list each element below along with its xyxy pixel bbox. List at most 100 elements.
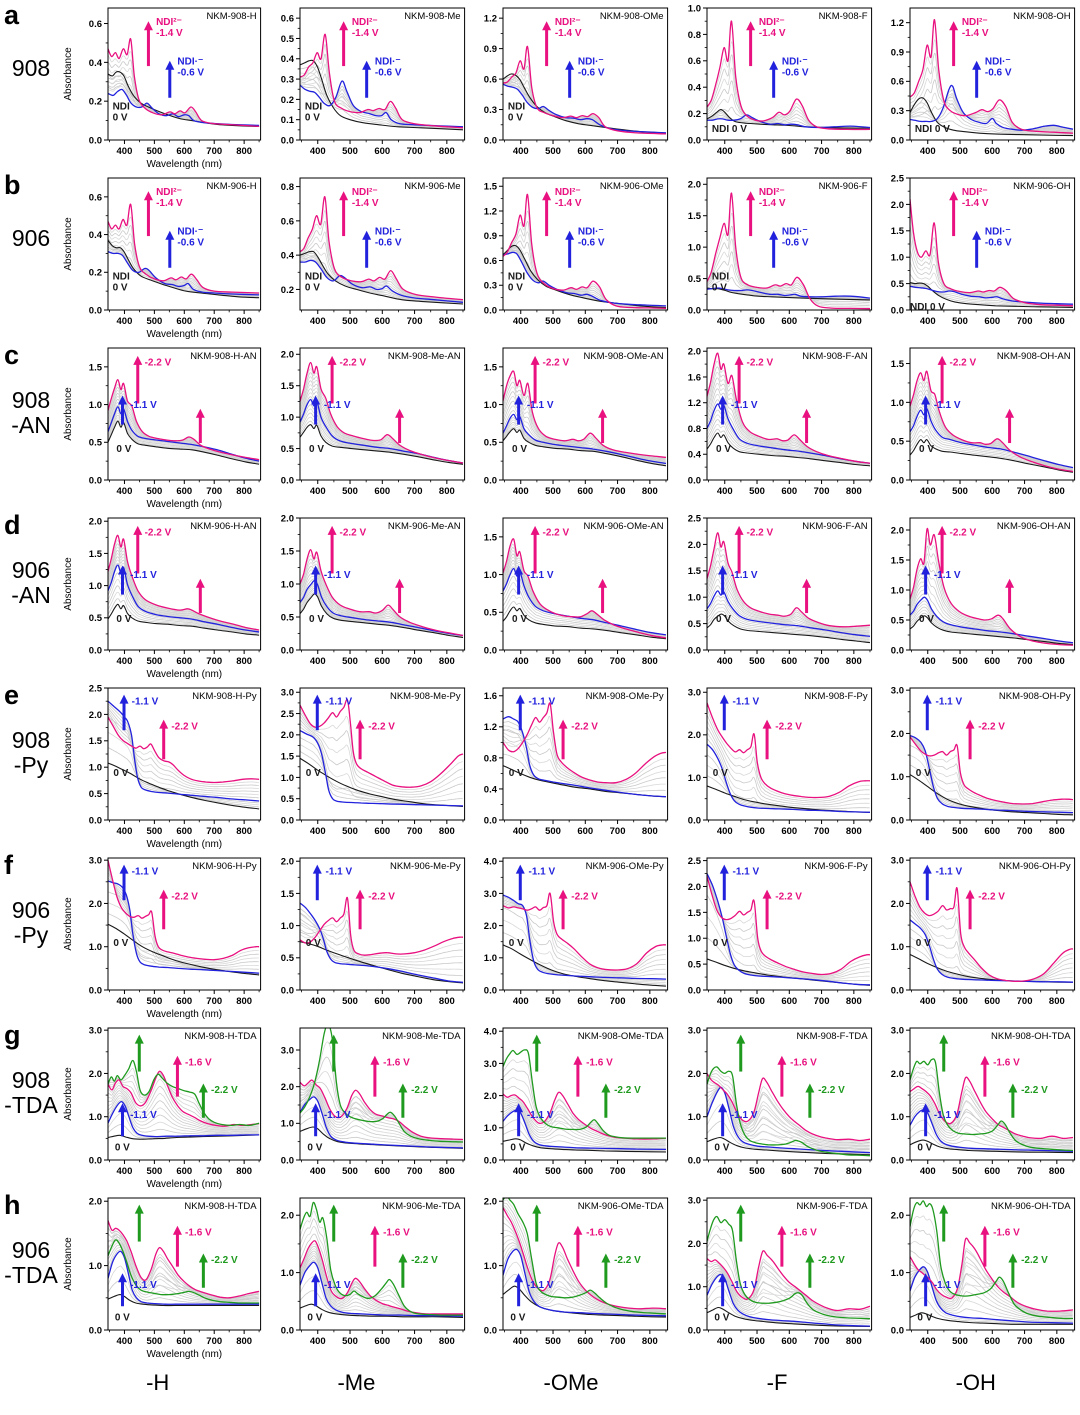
voltage-arrowhead-green: [602, 1253, 611, 1262]
y-tick-label: 3.0: [688, 688, 701, 699]
spectrum-curve-black: [503, 245, 666, 307]
annotation-label-blue: -1.1 V: [527, 400, 554, 411]
x-tick-label: 800: [236, 826, 252, 837]
x-tick-label: 500: [545, 996, 561, 1007]
annotation-label-black: NDI 0 V: [113, 271, 130, 293]
spectrum-curve-intermediate: [503, 589, 666, 637]
x-tick-label: 600: [176, 656, 192, 667]
y-tick-label: 2.0: [891, 1211, 904, 1222]
voltage-arrowhead-blue: [923, 695, 932, 704]
plot-title: NKM-908-F-AN: [802, 351, 867, 362]
annotation-label-black: 0 V: [714, 1143, 729, 1154]
row-label-block-g: g 908 -TDA: [0, 1020, 62, 1190]
y-tick-label: 2.0: [89, 1197, 102, 1208]
subplot-svg-NKM-908-H-Py: 400 500 600 700 8000.00.51.01.52.02.5NKM-908…: [62, 680, 266, 850]
subplot-NKM-906-Me-AN: 400 500 600 700 800 0.0 0.5 1.0 1.5 2.0 NKM-906-Me…: [266, 510, 470, 680]
annotation-label-blue: -1.1 V: [527, 1280, 554, 1291]
spectrum-curve-intermediate: [910, 406, 1073, 468]
subplot-svg-NKM-908-Me-TDA: 400 500 600 700 8000.01.02.03.0NKM-908-Me-TD…: [266, 1020, 470, 1190]
annotation-label-blue: -1.1 V: [731, 400, 758, 411]
y-tick-label: 4.0: [484, 857, 497, 868]
annotation-label-green: -2.2 V: [411, 1255, 438, 1266]
annotation-label-magenta: -2.2 V: [775, 721, 802, 732]
x-tick-label: 800: [1049, 1166, 1065, 1177]
voltage-arrowhead-magenta: [938, 526, 947, 535]
panel-letter-c: c: [4, 342, 19, 369]
subplot-NKM-906-F-TDA: 400 500 600 700 800 0.0 1.0 2.0 3.0 NKM-906-F-TDA…: [673, 1190, 877, 1360]
x-tick-label: 400: [117, 1336, 133, 1347]
y-tick-label: 2.0: [280, 513, 293, 524]
subplot-NKM-906-OMe-Py: 400 500 600 700 800 0.0 1.0 2.0 3.0 4.0 NKM-906-OM…: [469, 850, 673, 1020]
x-tick-label: 400: [920, 146, 936, 157]
plot-title: NKM-908-Me-TDA: [382, 1031, 461, 1042]
y-tick-label: 0.4: [280, 54, 294, 65]
row-label-block-c: c 908 -AN: [0, 340, 62, 510]
voltage-arrowhead-magenta: [574, 1056, 583, 1065]
x-tick-label: 500: [342, 486, 358, 497]
voltage-arrowhead-blue: [311, 1273, 320, 1282]
row-group-label: 906 -AN: [0, 558, 62, 608]
x-tick-label: 400: [513, 146, 529, 157]
voltage-arrowhead-magenta: [949, 21, 958, 30]
annotation-label-black: NDI 0 V: [712, 271, 729, 293]
voltage-arrowhead-magenta: [133, 356, 142, 365]
spectrum-curve-intermediate: [910, 538, 1073, 645]
x-tick-label: 800: [846, 486, 862, 497]
row-label-block-b: b 906: [0, 170, 62, 340]
spectrum-curve-intermediate: [503, 79, 666, 133]
annotation-label-black: NDI 0 V: [915, 124, 950, 135]
voltage-arrowhead-magenta: [339, 191, 348, 200]
y-tick-label: 2.0: [891, 525, 904, 536]
voltage-arrowhead-magenta: [144, 191, 153, 200]
annotation-label-magenta: -1.6 V: [185, 1227, 212, 1238]
annotation-label-green: -2.2 V: [411, 1085, 438, 1096]
x-tick-label: 600: [781, 316, 797, 327]
x-tick-label: 600: [985, 146, 1001, 157]
y-tick-label: 1.0: [891, 1268, 904, 1279]
x-tick-label: 700: [813, 146, 829, 157]
x-tick-label: 400: [920, 826, 936, 837]
x-tick-label: 800: [439, 826, 455, 837]
row-label-block-d: d 906 -AN: [0, 510, 62, 680]
x-tick-label: 800: [236, 1166, 252, 1177]
spectrum-curve-intermediate: [910, 274, 1073, 305]
x-tick-label: 600: [578, 1336, 594, 1347]
x-tick-label: 700: [610, 1336, 626, 1347]
x-tick-label: 400: [309, 1166, 325, 1177]
subplot-svg-NKM-908-F: 400 500 600 700 8000.00.20.40.60.81.0NKM-908…: [673, 0, 877, 170]
x-tick-label: 400: [309, 316, 325, 327]
x-tick-label: 700: [813, 1166, 829, 1177]
x-tick-label: 800: [236, 316, 252, 327]
curves-group: [300, 550, 463, 638]
x-tick-label: 800: [236, 656, 252, 667]
y-tick-label: 3.0: [891, 856, 904, 867]
annotation-label-green: -2.2 V: [818, 1085, 845, 1096]
figure-row-a: a 908 400 500 600 700 800 0.0 0.2 0.4 0.6 NKM-908-H…: [0, 0, 1080, 170]
y-tick-label: 1.0: [891, 585, 904, 596]
annotation-label-blue: -1.1 V: [323, 570, 350, 581]
x-tick-label: 500: [952, 996, 968, 1007]
x-axis-label: Wavelength (nm): [146, 1349, 222, 1360]
panel-letter-g: g: [4, 1022, 21, 1049]
voltage-arrowhead-green: [940, 1205, 949, 1214]
annotation-label-blue: -1.1 V: [934, 1110, 961, 1121]
x-tick-label: 400: [117, 146, 133, 157]
x-tick-label: 500: [545, 1336, 561, 1347]
column-label-spacer: [0, 1360, 62, 1415]
y-tick-label: 0.9: [484, 231, 497, 242]
y-tick-label: 0.3: [484, 105, 497, 116]
x-tick-label: 500: [342, 826, 358, 837]
y-tick-label: 0.5: [891, 437, 905, 448]
x-tick-label: 600: [781, 826, 797, 837]
x-tick-label: 700: [406, 826, 422, 837]
voltage-arrowhead-green: [199, 1083, 208, 1092]
x-tick-label: 800: [642, 826, 658, 837]
y-tick-label: 0.0: [89, 135, 102, 146]
column-label-H: -H: [62, 1360, 253, 1415]
voltage-arrowhead-magenta: [949, 191, 958, 200]
voltage-arrowhead-magenta: [762, 890, 771, 899]
annotation-label-magenta: -1.6 V: [383, 1057, 410, 1068]
